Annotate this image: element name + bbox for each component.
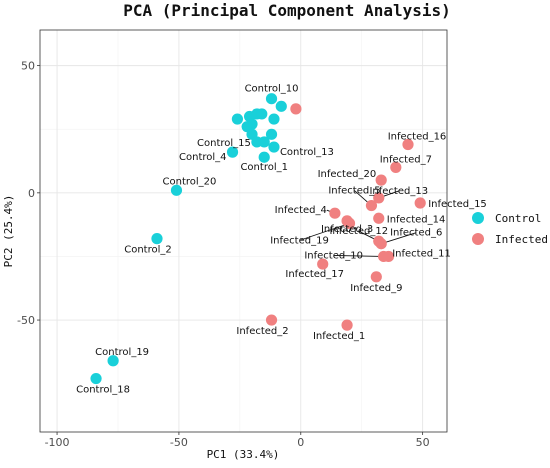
- infected-point: [343, 217, 356, 229]
- infected-point: [402, 138, 414, 151]
- control-point: [268, 141, 280, 153]
- control-point: [170, 184, 183, 196]
- point-label: Infected_5: [328, 186, 380, 197]
- point-label: Infected_13: [369, 186, 428, 197]
- y-tick-label: -50: [17, 314, 35, 327]
- legend-infected-label: Infected: [495, 233, 548, 246]
- infected-point: [365, 199, 378, 212]
- legend-control-key: [472, 212, 484, 224]
- control-point: [226, 146, 239, 158]
- point-label: Infected_20: [318, 169, 377, 180]
- panel-border: [39, 29, 448, 433]
- plot-panel: [40, 30, 447, 432]
- point-label: Infected_1: [313, 331, 365, 342]
- control-point: [275, 100, 287, 112]
- point-label: Infected_7: [380, 154, 432, 165]
- control-point: [258, 136, 270, 148]
- y-tick-label: 50: [21, 60, 35, 73]
- x-tick-label: 50: [416, 436, 430, 449]
- y-tick-label: 0: [28, 187, 35, 200]
- point-label: Infected_19: [270, 235, 329, 246]
- point-label: Control_20: [163, 176, 217, 187]
- point-label: Infected_9: [350, 283, 402, 294]
- point-label: Control_1: [240, 162, 288, 173]
- control-point: [256, 108, 268, 120]
- legend-control-label: Control: [495, 212, 541, 225]
- label-leader-line: [333, 254, 384, 257]
- x-tick-label: 0: [297, 436, 304, 449]
- infected-point: [370, 271, 382, 283]
- infected-point: [414, 197, 426, 209]
- infected-point: [375, 174, 387, 186]
- point-label: Infected_4: [275, 205, 327, 216]
- label-leader-line: [381, 232, 417, 245]
- control-point: [265, 128, 278, 140]
- label-leader-line: [299, 222, 350, 241]
- point-label: Control_18: [76, 385, 130, 396]
- y-axis-title: PC2 (25.4%): [2, 195, 15, 268]
- x-axis-title: PC1 (33.4%): [207, 448, 280, 461]
- infected-point: [375, 238, 387, 250]
- point-label: Control_10: [245, 84, 299, 95]
- x-tick-label: -50: [170, 436, 188, 449]
- point-label: Control_19: [95, 347, 149, 358]
- infected-point: [290, 103, 302, 115]
- point-label: Control_4: [179, 152, 227, 163]
- point-label: Infected_3: [321, 224, 373, 235]
- point-label: Infected_12: [329, 226, 388, 237]
- infected-point: [390, 161, 402, 173]
- point-label: Infected_16: [388, 131, 447, 142]
- control-point: [151, 233, 163, 245]
- point-label: Infected_14: [387, 214, 446, 225]
- infected-point: [373, 192, 385, 204]
- control-point: [258, 151, 270, 163]
- infected-point: [341, 319, 353, 331]
- point-label: Infected_15: [428, 199, 487, 210]
- control-point: [90, 372, 102, 385]
- data-points: [90, 93, 426, 385]
- point-label: Control_13: [280, 147, 334, 158]
- point-label: Infected_6: [390, 228, 442, 239]
- chart-title: PCA (Principal Component Analysis): [123, 1, 451, 20]
- infected-point: [373, 212, 385, 224]
- infected-point: [317, 258, 329, 270]
- control-point: [268, 113, 280, 125]
- infected-point: [265, 314, 278, 326]
- axis-ticks: -100 -50 0 50 -50 0 50: [17, 60, 430, 449]
- infected-point: [378, 250, 390, 263]
- point-labels: Control_10 Control_15 Control_13 Control_4 C…: [76, 84, 487, 396]
- point-label: Infected_2: [236, 326, 288, 337]
- control-point: [265, 93, 278, 105]
- point-label: Control_2: [124, 245, 172, 256]
- control-point: [231, 113, 244, 125]
- point-label: Control_15: [197, 138, 251, 149]
- infected-point: [329, 207, 341, 219]
- point-label: Infected_17: [285, 269, 344, 280]
- point-label: Infected_11: [392, 248, 451, 259]
- legend: Control Infected: [472, 212, 548, 246]
- point-label: Infected_10: [304, 250, 363, 261]
- x-tick-label: -100: [45, 436, 70, 449]
- control-point: [107, 355, 119, 367]
- legend-infected-key: [472, 233, 484, 245]
